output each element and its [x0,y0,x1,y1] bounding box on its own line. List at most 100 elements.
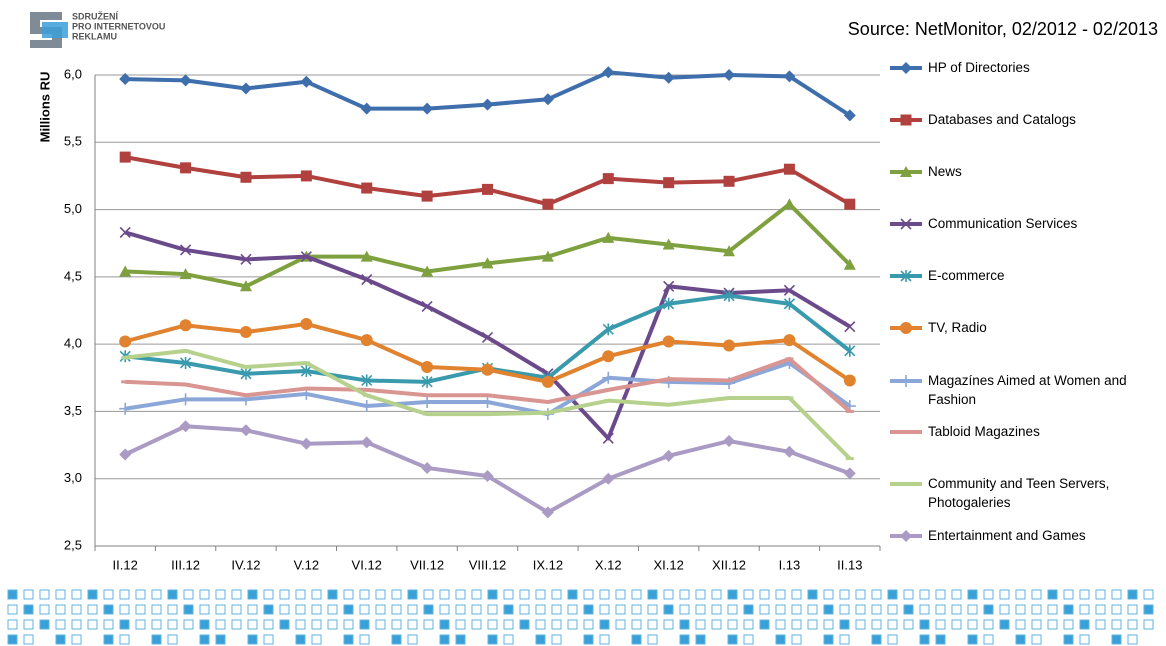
series-line [125,202,852,289]
marker [240,253,252,265]
decor-square [647,604,658,615]
decor-square [311,604,322,615]
decor-square [1015,589,1026,600]
marker [361,374,373,387]
marker [541,93,554,106]
legend-label: Communication Services [928,216,1078,231]
x-tick-label: V.12 [294,557,320,572]
decor-square [599,634,610,645]
decor-square [119,589,130,600]
decor-square [391,634,402,645]
decor-square [23,604,34,615]
logo-text: REKLAMU [72,31,117,41]
decor-square [535,634,546,645]
marker [843,109,856,122]
decor-square [279,604,290,615]
x-tick-label: III.12 [171,557,200,572]
marker [843,258,856,270]
decor-square [39,604,50,615]
decor-square [567,604,578,615]
marker [179,420,192,433]
decor-square [327,619,338,630]
decor-square [631,589,642,600]
marker [602,173,614,185]
marker [119,402,132,415]
decor-square [1143,619,1154,630]
decor-square [727,589,738,600]
decor-square [1063,634,1074,645]
marker [481,98,494,111]
decor-square [839,634,850,645]
decor-square [1079,619,1090,630]
decor-square [983,604,994,615]
marker [180,356,192,369]
marker [481,396,494,409]
decor-square [471,589,482,600]
decor-square [583,589,594,600]
decor-square [55,589,66,600]
decor-square [1127,619,1138,630]
decor-square [679,604,690,615]
decor-square [1143,589,1154,600]
marker [602,231,615,243]
decor-square [327,604,338,615]
decor-square [375,589,386,600]
decor-square [519,604,530,615]
decor-square [695,604,706,615]
marker [844,198,856,210]
decor-square [279,619,290,630]
decor-square [871,634,882,645]
marker [662,449,675,462]
legend-label: HP of Directories [928,60,1030,75]
marker [119,265,132,277]
decor-square [119,604,130,615]
x-tick-label: VI.12 [352,557,382,572]
decor-square [791,604,802,615]
decor-square [935,604,946,615]
decor-square [615,604,626,615]
decor-square [455,619,466,630]
marker [421,300,433,313]
decor-square [711,619,722,630]
marker [783,334,796,347]
marker [723,175,735,187]
decor-square [407,634,418,645]
decor-square [439,589,450,600]
marker [179,268,192,280]
legend-marker [900,166,912,177]
marker [361,182,373,194]
decor-square [151,589,162,600]
marker [844,344,856,357]
decor-square [743,604,754,615]
decor-square [375,604,386,615]
decor-square [887,634,898,645]
y-tick-label: 3,5 [64,403,82,418]
decor-square [55,604,66,615]
decor-square [423,604,434,615]
decor-square [23,619,34,630]
decor-square [391,589,402,600]
decor-square [1031,604,1042,615]
decor-square [551,589,562,600]
decor-square [1015,604,1026,615]
marker [663,177,675,189]
marker [843,374,856,387]
decor-square [839,619,850,630]
decor-square [359,634,370,645]
decor-square [743,619,754,630]
legend-marker [900,322,912,334]
decor-square [1047,589,1058,600]
decor-square [647,634,658,645]
decor-square [599,589,610,600]
decor-square [983,589,994,600]
legend-label: E-commerce [928,268,1005,283]
decor-square [887,589,898,600]
marker [481,257,494,269]
marker [783,163,795,175]
legend-marker [900,62,912,74]
decor-square [711,604,722,615]
decor-square [263,604,274,615]
decor-square [775,604,786,615]
marker [239,82,252,95]
